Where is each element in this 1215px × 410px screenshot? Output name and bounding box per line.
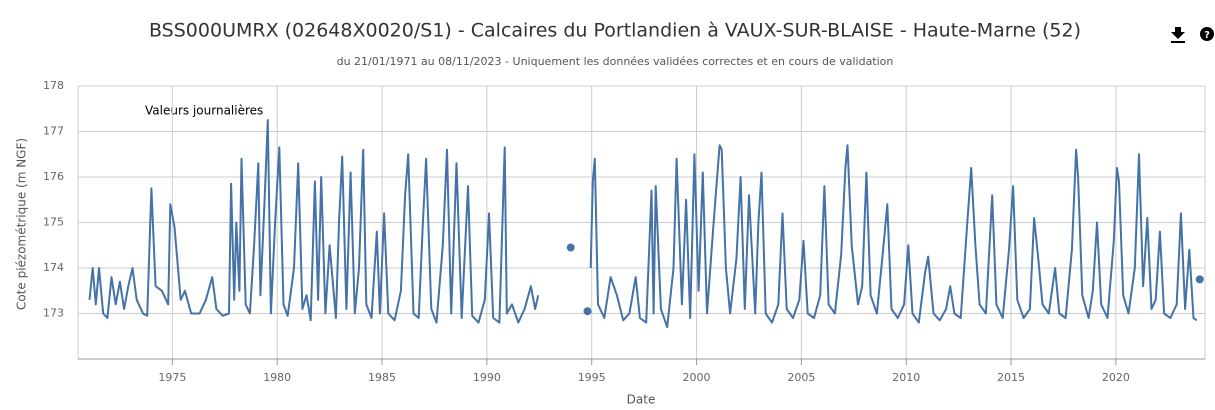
svg-text:?: ? [1204, 30, 1210, 41]
x-tick-label: 2020 [1102, 371, 1130, 384]
chart-subtitle: du 21/01/1971 au 08/11/2023 - Uniquement… [337, 55, 894, 68]
y-tick-label: 173 [43, 307, 64, 320]
point [1195, 275, 1204, 284]
x-tick-label: 2010 [892, 371, 920, 384]
annotation: Valeurs journalières [145, 104, 263, 118]
x-tick-label: 1995 [578, 371, 606, 384]
point [566, 243, 575, 252]
x-tick-label: 1975 [158, 371, 186, 384]
y-tick-label: 175 [43, 216, 64, 229]
x-tick-label: 2015 [997, 371, 1025, 384]
y-tick-label: 176 [43, 170, 64, 183]
x-tick-label: 1990 [473, 371, 501, 384]
chart-title: BSS000UMRX (02648X0020/S1) - Calcaires d… [149, 20, 1081, 42]
x-tick-label: 2005 [787, 371, 815, 384]
help-button[interactable]: ? [1200, 27, 1214, 41]
x-axis-label: Date [627, 393, 656, 407]
x-tick-label: 1980 [263, 371, 291, 384]
x-tick-label: 2000 [683, 371, 711, 384]
point [583, 307, 592, 316]
y-tick-label: 174 [43, 261, 64, 274]
y-axis-label: Cote piézométrique (m NGF) [15, 138, 29, 310]
x-tick-label: 1985 [368, 371, 396, 384]
y-tick-label: 177 [43, 125, 64, 138]
line [90, 120, 1200, 327]
download-button[interactable] [1171, 27, 1185, 43]
y-tick-label: 178 [43, 79, 64, 92]
